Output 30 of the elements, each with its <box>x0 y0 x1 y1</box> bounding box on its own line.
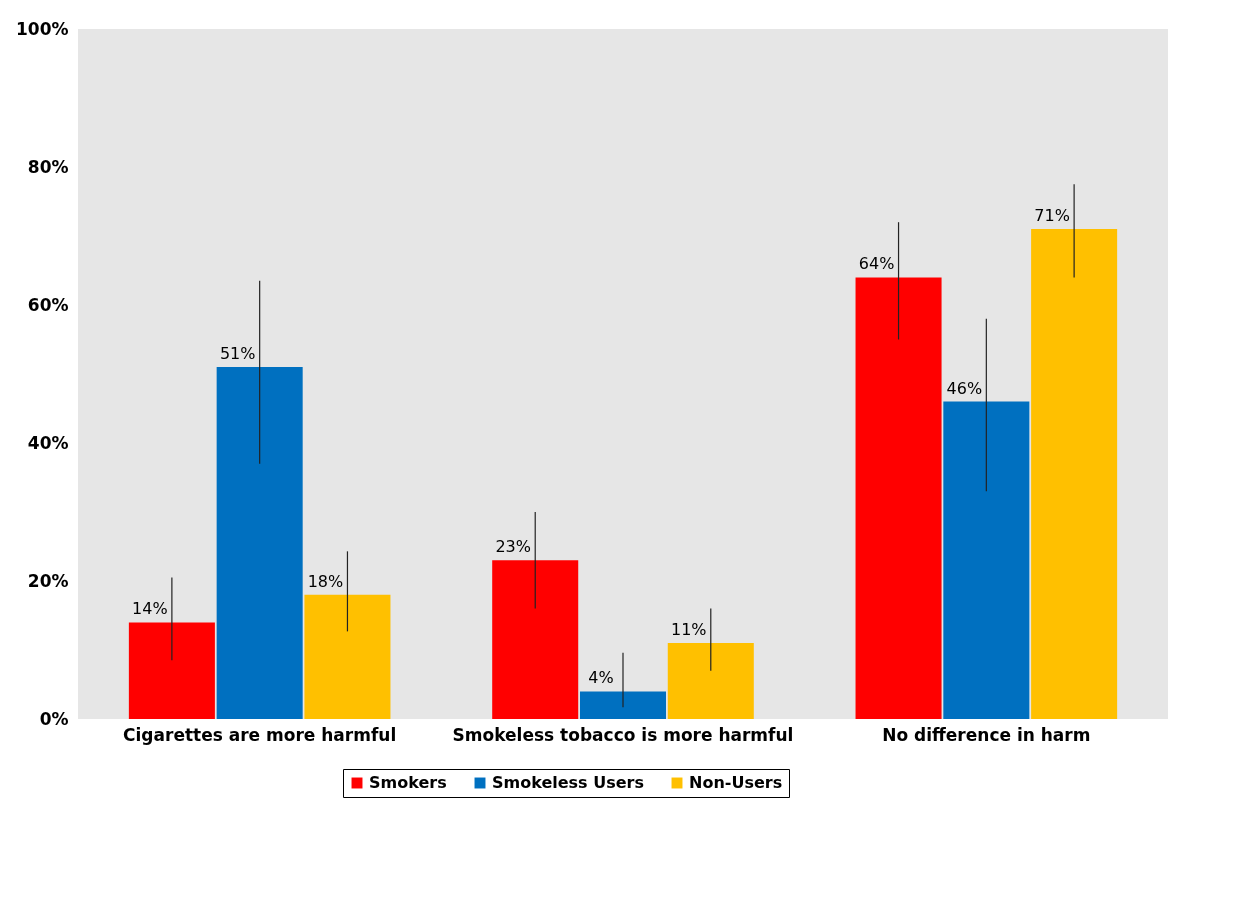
data-label: 46% <box>946 378 983 398</box>
bar <box>667 643 754 719</box>
x-tick-label: No difference in harm <box>882 724 1091 745</box>
data-label: 4% <box>588 668 614 688</box>
data-label: 23% <box>495 537 531 557</box>
x-tick-label: Smokeless tobacco is more harmful <box>452 724 794 745</box>
x-tick-label: Cigarettes are more harmful <box>123 724 397 745</box>
y-tick-label: 80% <box>27 156 69 177</box>
data-label: 71% <box>1034 206 1070 226</box>
bar <box>128 622 215 719</box>
data-label: 11% <box>671 620 707 640</box>
bar <box>492 560 579 719</box>
bar <box>855 277 942 719</box>
legend-label: Smokers <box>369 773 447 792</box>
y-tick-label: 60% <box>27 294 69 315</box>
bar <box>1031 229 1118 719</box>
data-label: 51% <box>219 344 256 364</box>
bar <box>579 691 667 719</box>
y-tick-label: 40% <box>27 432 69 453</box>
bar <box>216 367 303 719</box>
y-tick-label: 20% <box>27 570 69 591</box>
y-tick-label: 100% <box>15 18 69 39</box>
data-label: 64% <box>858 254 895 274</box>
legend-label: Non-Users <box>689 773 783 792</box>
data-label: 14% <box>132 599 168 619</box>
legend-label: Smokeless Users <box>492 773 644 792</box>
y-tick-label: 0% <box>39 708 69 729</box>
data-label: 18% <box>307 571 344 591</box>
bar <box>943 401 1030 719</box>
bar <box>304 594 391 719</box>
